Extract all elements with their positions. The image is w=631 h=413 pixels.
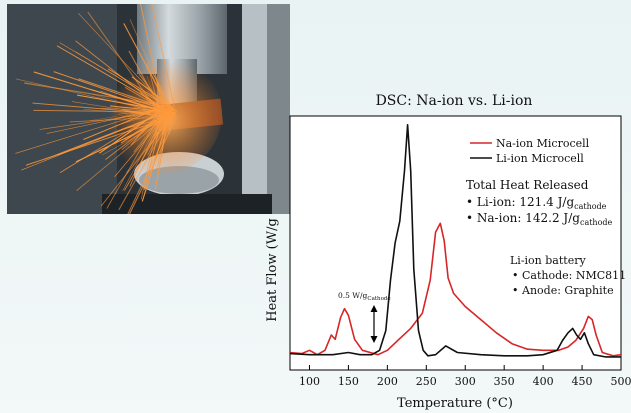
- spark-streak: [147, 90, 167, 111]
- spark-streak: [59, 109, 164, 174]
- spark-streak: [76, 115, 168, 192]
- scale-bar-arrowhead-top: [370, 305, 378, 312]
- x-tick-label: 300: [455, 375, 476, 388]
- spark-streak: [100, 116, 173, 207]
- spark-streak: [39, 110, 168, 130]
- spark-streak: [140, 4, 164, 110]
- spark-streak: [101, 107, 159, 109]
- battery-annotation: Li-ion battery • Cathode: NMC811 • Anode…: [510, 254, 626, 297]
- spark-streak: [123, 23, 174, 117]
- spark-streak: [24, 82, 174, 108]
- scale-bar-arrowhead-bottom: [370, 336, 378, 343]
- battery-cathode: • Cathode: NMC811: [512, 269, 626, 282]
- total-heat-li-ion: • Li-ion: 121.4 J/gcathode: [466, 195, 607, 211]
- base-plate: [102, 194, 272, 214]
- spark-streak: [154, 114, 170, 191]
- y-axis-label: Heat Flow (W/g: [265, 218, 280, 322]
- x-tick-label: 250: [416, 375, 437, 388]
- spark-streak: [107, 68, 178, 112]
- spark-streak: [130, 113, 159, 146]
- x-axis-ticks: 100 150 200 250 300 350 400 450 500: [299, 365, 631, 388]
- spark-streak: [71, 101, 160, 116]
- enclosure-side-panel: [242, 4, 267, 214]
- x-tick-label: 100: [299, 375, 320, 388]
- spark-streak: [25, 116, 173, 166]
- spark-streak: [59, 42, 174, 111]
- chart-title: DSC: Na-ion vs. Li-ion: [376, 93, 533, 109]
- total-heat-title: Total Heat Released: [466, 178, 589, 192]
- spark-streak: [53, 71, 173, 113]
- series-line-li-ion: [289, 124, 621, 358]
- spark-streak: [151, 4, 175, 108]
- spark-streak: [143, 112, 164, 191]
- x-tick-label: 200: [377, 375, 398, 388]
- series-line-na-ion: [289, 222, 622, 357]
- legend: Na-ion Microcell Li-ion Microcell: [470, 137, 590, 165]
- thermal-runaway-photo: [7, 4, 290, 214]
- battery-anode: • Anode: Graphite: [512, 284, 614, 297]
- total-heat-annotation: Total Heat Released • Li-ion: 121.4 J/gc…: [466, 178, 613, 227]
- sparks: [15, 4, 178, 214]
- spark-streak: [125, 115, 174, 174]
- spark-streak: [121, 112, 158, 124]
- spark-streak: [57, 110, 168, 156]
- series-layer: [289, 124, 622, 358]
- spark-streak: [152, 72, 177, 116]
- plot-area: [289, 115, 622, 371]
- spark-streak: [120, 108, 175, 144]
- spark-streak: [124, 116, 160, 141]
- spark-streak: [153, 111, 176, 138]
- scale-bar: 0.5 W/gCathode: [338, 291, 391, 343]
- x-tick-label: 500: [611, 375, 631, 388]
- scale-bar-label: 0.5 W/gCathode: [338, 291, 391, 302]
- spark-streak: [33, 71, 172, 115]
- spark-streak: [75, 115, 172, 163]
- spark-streak: [106, 112, 162, 209]
- spark-streak: [138, 73, 167, 110]
- spark-streak: [77, 94, 159, 110]
- spark-streak: [122, 110, 166, 192]
- spark-streak: [115, 107, 162, 119]
- spark-streak: [124, 111, 171, 191]
- x-axis-label: Temperature (°C): [397, 396, 513, 411]
- total-heat-na-ion: • Na-ion: 142.2 J/gcathode: [466, 211, 613, 227]
- spark-streak: [149, 99, 169, 116]
- spark-streak: [120, 114, 176, 131]
- spark-streak: [33, 109, 172, 113]
- legend-label-na-ion: Na-ion Microcell: [496, 137, 590, 150]
- spark-streak: [83, 108, 177, 118]
- spark-streak: [118, 115, 173, 211]
- spark-streak: [15, 108, 161, 154]
- x-tick-label: 350: [494, 375, 515, 388]
- legend-label-li-ion: Li-ion Microcell: [496, 152, 584, 165]
- x-tick-label: 400: [533, 375, 554, 388]
- x-tick-label: 450: [572, 375, 593, 388]
- spark-streak: [92, 93, 162, 114]
- battery-title: Li-ion battery: [510, 254, 586, 267]
- spark-streak: [56, 45, 175, 115]
- x-tick-label: 150: [338, 375, 359, 388]
